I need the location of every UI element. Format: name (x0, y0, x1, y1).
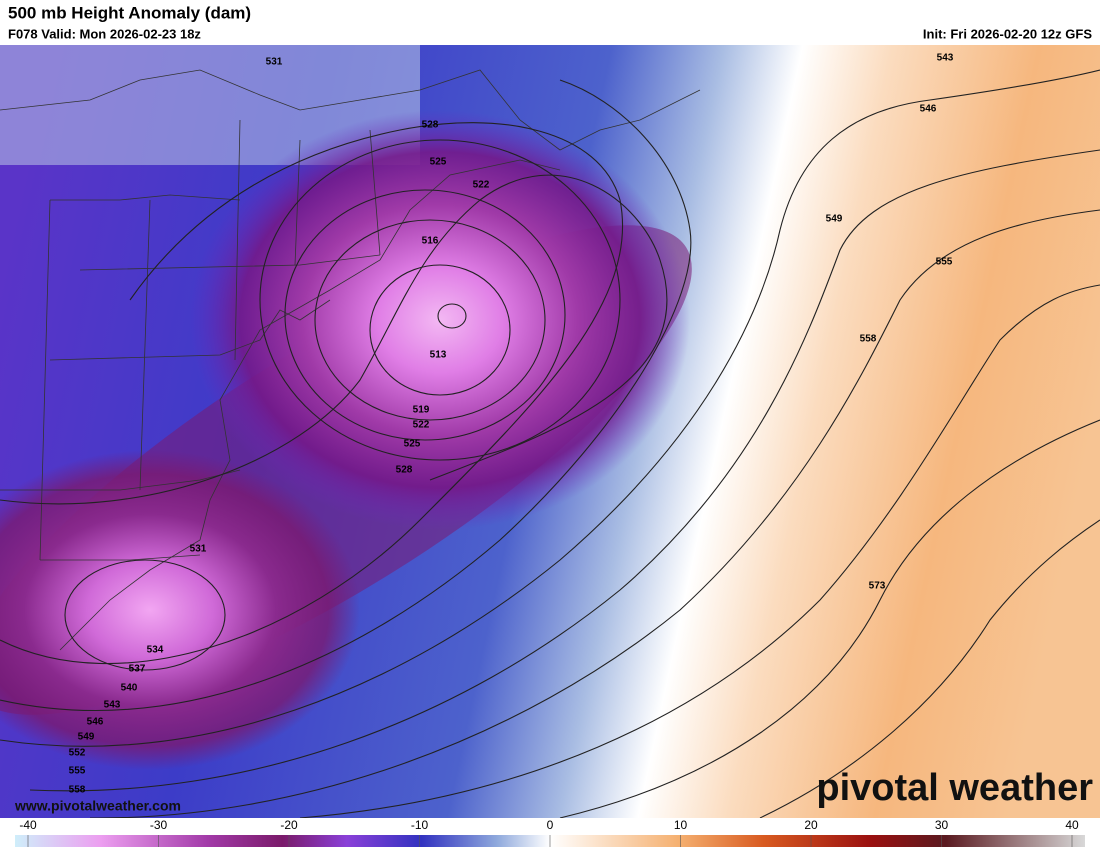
colorbar-tick-label: 20 (804, 818, 818, 832)
valid-time: F078 Valid: Mon 2026-02-23 18z (8, 26, 201, 41)
colorbar-tick-label: 10 (674, 818, 688, 832)
contour-label: 516 (422, 236, 439, 247)
contour-label: 525 (404, 439, 421, 450)
colorbar-tick-label: -30 (150, 818, 168, 832)
contour-label: 555 (69, 766, 86, 777)
contour-label: 555 (936, 257, 953, 268)
contours (0, 69, 1100, 819)
colorbar-tick-label: -10 (411, 818, 429, 832)
contour-label: 549 (826, 214, 843, 225)
colorbar-label-strip (0, 818, 1100, 835)
contour-label: 528 (422, 120, 439, 131)
colorbar-tick-label: -40 (19, 818, 37, 832)
anomaly-field (0, 450, 360, 770)
contour-label: 531 (266, 57, 283, 68)
contour-label: 546 (87, 717, 104, 728)
contour-label: 546 (920, 104, 937, 115)
contour-label: 558 (69, 785, 86, 796)
colorbar-tick-label: 30 (935, 818, 949, 832)
watermark: pivotal weather (816, 767, 1093, 809)
contour-label: 540 (121, 683, 138, 694)
colorbar-tick-label: -20 (280, 818, 298, 832)
init-time: Init: Fri 2026-02-20 12z GFS (923, 26, 1092, 41)
contour-label: 552 (69, 748, 86, 759)
contour-label: 573 (869, 581, 886, 592)
contour-label: 525 (430, 157, 447, 168)
anomaly-field (190, 110, 690, 530)
contour-label: 543 (104, 700, 121, 711)
contour-label: 522 (413, 420, 430, 431)
colorbar-tick-label: 0 (547, 818, 554, 832)
contour-label: 549 (78, 732, 95, 743)
contour-label: 534 (147, 645, 164, 656)
contour-label: 513 (430, 350, 447, 361)
title: 500 mb Height Anomaly (dam) (8, 3, 251, 22)
colorbar-tick-label: 40 (1065, 818, 1079, 832)
contour-label: 519 (413, 405, 430, 416)
site-url: www.pivotalweather.com (14, 798, 181, 814)
contour-label: 528 (396, 465, 413, 476)
contour-label: 543 (937, 53, 954, 64)
contour-label: 537 (129, 664, 146, 675)
contour-label: 558 (860, 334, 877, 345)
contour-label: 531 (190, 544, 207, 555)
contour-label: 522 (473, 180, 490, 191)
